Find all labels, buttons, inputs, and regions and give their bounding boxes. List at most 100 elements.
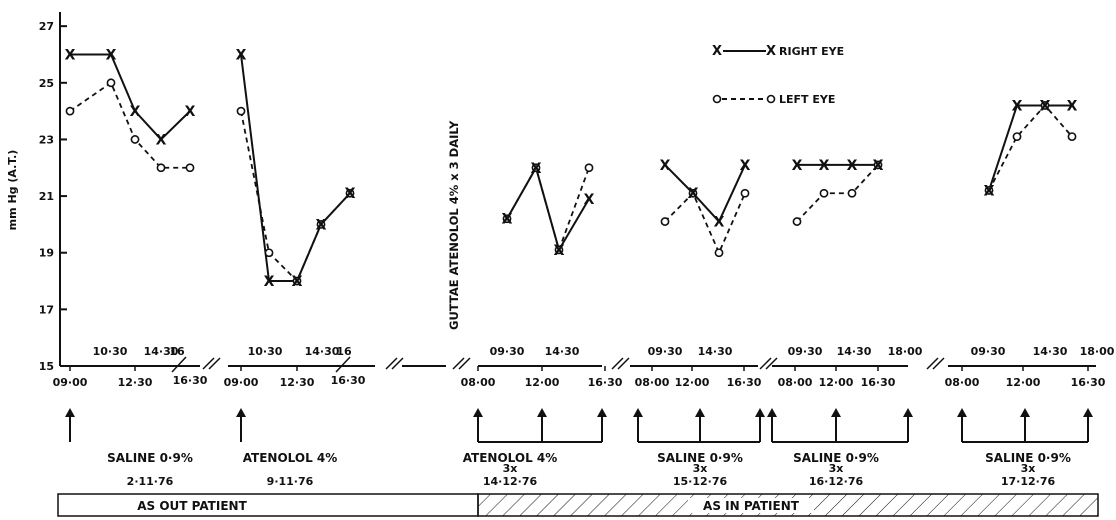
axis-break-mark (208, 357, 221, 370)
right-eye-point-overlap: X (345, 186, 356, 202)
left-eye-point (502, 214, 512, 224)
left-eye-point (316, 219, 326, 229)
right-eye-point: X (130, 104, 141, 120)
treatment-label: ATENOLOL 4% (243, 451, 338, 465)
time-tick-label: 08·00 (461, 376, 496, 389)
left-eye-point (1067, 132, 1077, 142)
right-eye-point: X (714, 215, 725, 231)
time-tick-label: 09·00 (53, 376, 88, 389)
y-tick-label-15: 15 (39, 360, 54, 373)
left-eye-point (714, 248, 724, 258)
date-label: 15·12·76 (673, 475, 728, 488)
time-tick-label-upper: 10·30 (248, 345, 283, 358)
left-eye-point (531, 163, 541, 173)
time-tick-label: 16·30 (727, 376, 762, 389)
left-eye-point (984, 186, 994, 195)
session-6: 08·0012·0016·3009·3014·3018·00XXXXXXSALI… (945, 98, 1115, 488)
dose-arrow-head (236, 408, 246, 417)
y-tick-label-23: 23 (39, 133, 54, 146)
dose-arrow-head (1020, 408, 1030, 417)
y-tick-label-19: 19 (39, 247, 54, 260)
right-eye-point: X (1067, 98, 1078, 114)
dose-arrow-head (537, 408, 547, 417)
legend: X X RIGHT EYE LEFT EYE (712, 44, 844, 106)
treatment-label: SALINE 0·9% (107, 451, 193, 465)
left-eye-line (988, 104, 1073, 191)
left-eye-point (65, 106, 75, 116)
time-tick-label-upper: 14·30 (1033, 345, 1068, 358)
y-tick-label-17: 17 (39, 303, 54, 316)
left-eye-point (819, 188, 829, 198)
right-eye-point-overlap: X (873, 158, 884, 174)
left-eye-point (185, 163, 195, 173)
left-eye-line (796, 164, 879, 223)
time-tick-label-upper: 16 (169, 345, 185, 358)
legend-right-marker-end: X (766, 44, 776, 59)
dose-label: 3x (503, 462, 518, 475)
axis-break-mark (932, 357, 945, 370)
dose-arrow-head (957, 408, 967, 417)
left-eye-line (664, 191, 746, 255)
legend-left-label: LEFT EYE (779, 93, 835, 106)
time-tick-label-upper: 14·30 (305, 345, 340, 358)
right-eye-point-overlap: X (316, 217, 327, 233)
time-tick-label: 12·00 (675, 376, 710, 389)
left-eye-point (264, 248, 274, 258)
axis-slash (171, 356, 187, 373)
date-label: 14·12·76 (483, 475, 538, 488)
left-eye-line (506, 165, 590, 253)
right-eye-point: X (792, 158, 803, 174)
treatment-label: ATENOLOL 4% (463, 451, 558, 465)
time-tick-label-upper: 09·30 (648, 345, 683, 358)
left-eye-point (740, 188, 750, 198)
right-eye-point-overlap: X (292, 274, 303, 290)
left-eye-point (236, 106, 246, 116)
time-tick-label: 09·00 (224, 376, 259, 389)
right-eye-point: X (236, 47, 247, 63)
left-eye-point (847, 188, 857, 198)
axis-break-mark (452, 357, 465, 370)
dose-arrow-head (831, 408, 841, 417)
right-eye-point-overlap: X (688, 186, 699, 202)
axis-break-mark (926, 357, 939, 370)
date-label: 17·12·76 (1001, 475, 1056, 488)
right-eye-point: X (156, 132, 167, 148)
right-eye-point: X (584, 192, 595, 208)
right-eye-point-overlap: X (554, 243, 565, 259)
dose-arrow-head (473, 408, 483, 417)
date-label: 2·11·76 (127, 475, 174, 488)
date-label: 9·11·76 (267, 475, 314, 488)
legend-right-marker: X (712, 44, 722, 59)
right-eye-point: X (65, 47, 76, 63)
legend-left-marker-end (766, 94, 776, 104)
time-tick-label: 08·00 (778, 376, 813, 389)
time-tick-label-upper: 14·30 (545, 345, 580, 358)
axis-slash (335, 356, 351, 373)
time-tick-label-upper: 09·30 (971, 345, 1006, 358)
left-eye-point (292, 276, 302, 286)
axis-break-mark (385, 357, 398, 370)
left-eye-line (240, 110, 351, 283)
axis-break-mark (458, 357, 471, 370)
dose-arrow-head (767, 408, 777, 417)
time-tick-label: 16·30 (588, 376, 623, 389)
time-tick-label-upper: 14·30 (837, 345, 872, 358)
time-tick-label: 12·30 (118, 376, 153, 389)
right-eye-line (664, 164, 746, 224)
left-eye-point (345, 188, 355, 198)
dose-arrow-head (597, 408, 607, 417)
right-eye-line (988, 104, 1072, 191)
axis-break-mark (617, 357, 630, 370)
right-eye-point: X (847, 158, 858, 174)
dose-label: 3x (829, 462, 844, 475)
time-tick-label-upper: 18·00 (888, 345, 923, 358)
dose-arrow-head (1083, 408, 1093, 417)
left-eye-point (156, 163, 166, 173)
left-eye-point (1012, 132, 1022, 142)
left-eye-point (106, 78, 116, 88)
axis-break-mark (759, 357, 772, 370)
right-eye-line (240, 54, 351, 283)
